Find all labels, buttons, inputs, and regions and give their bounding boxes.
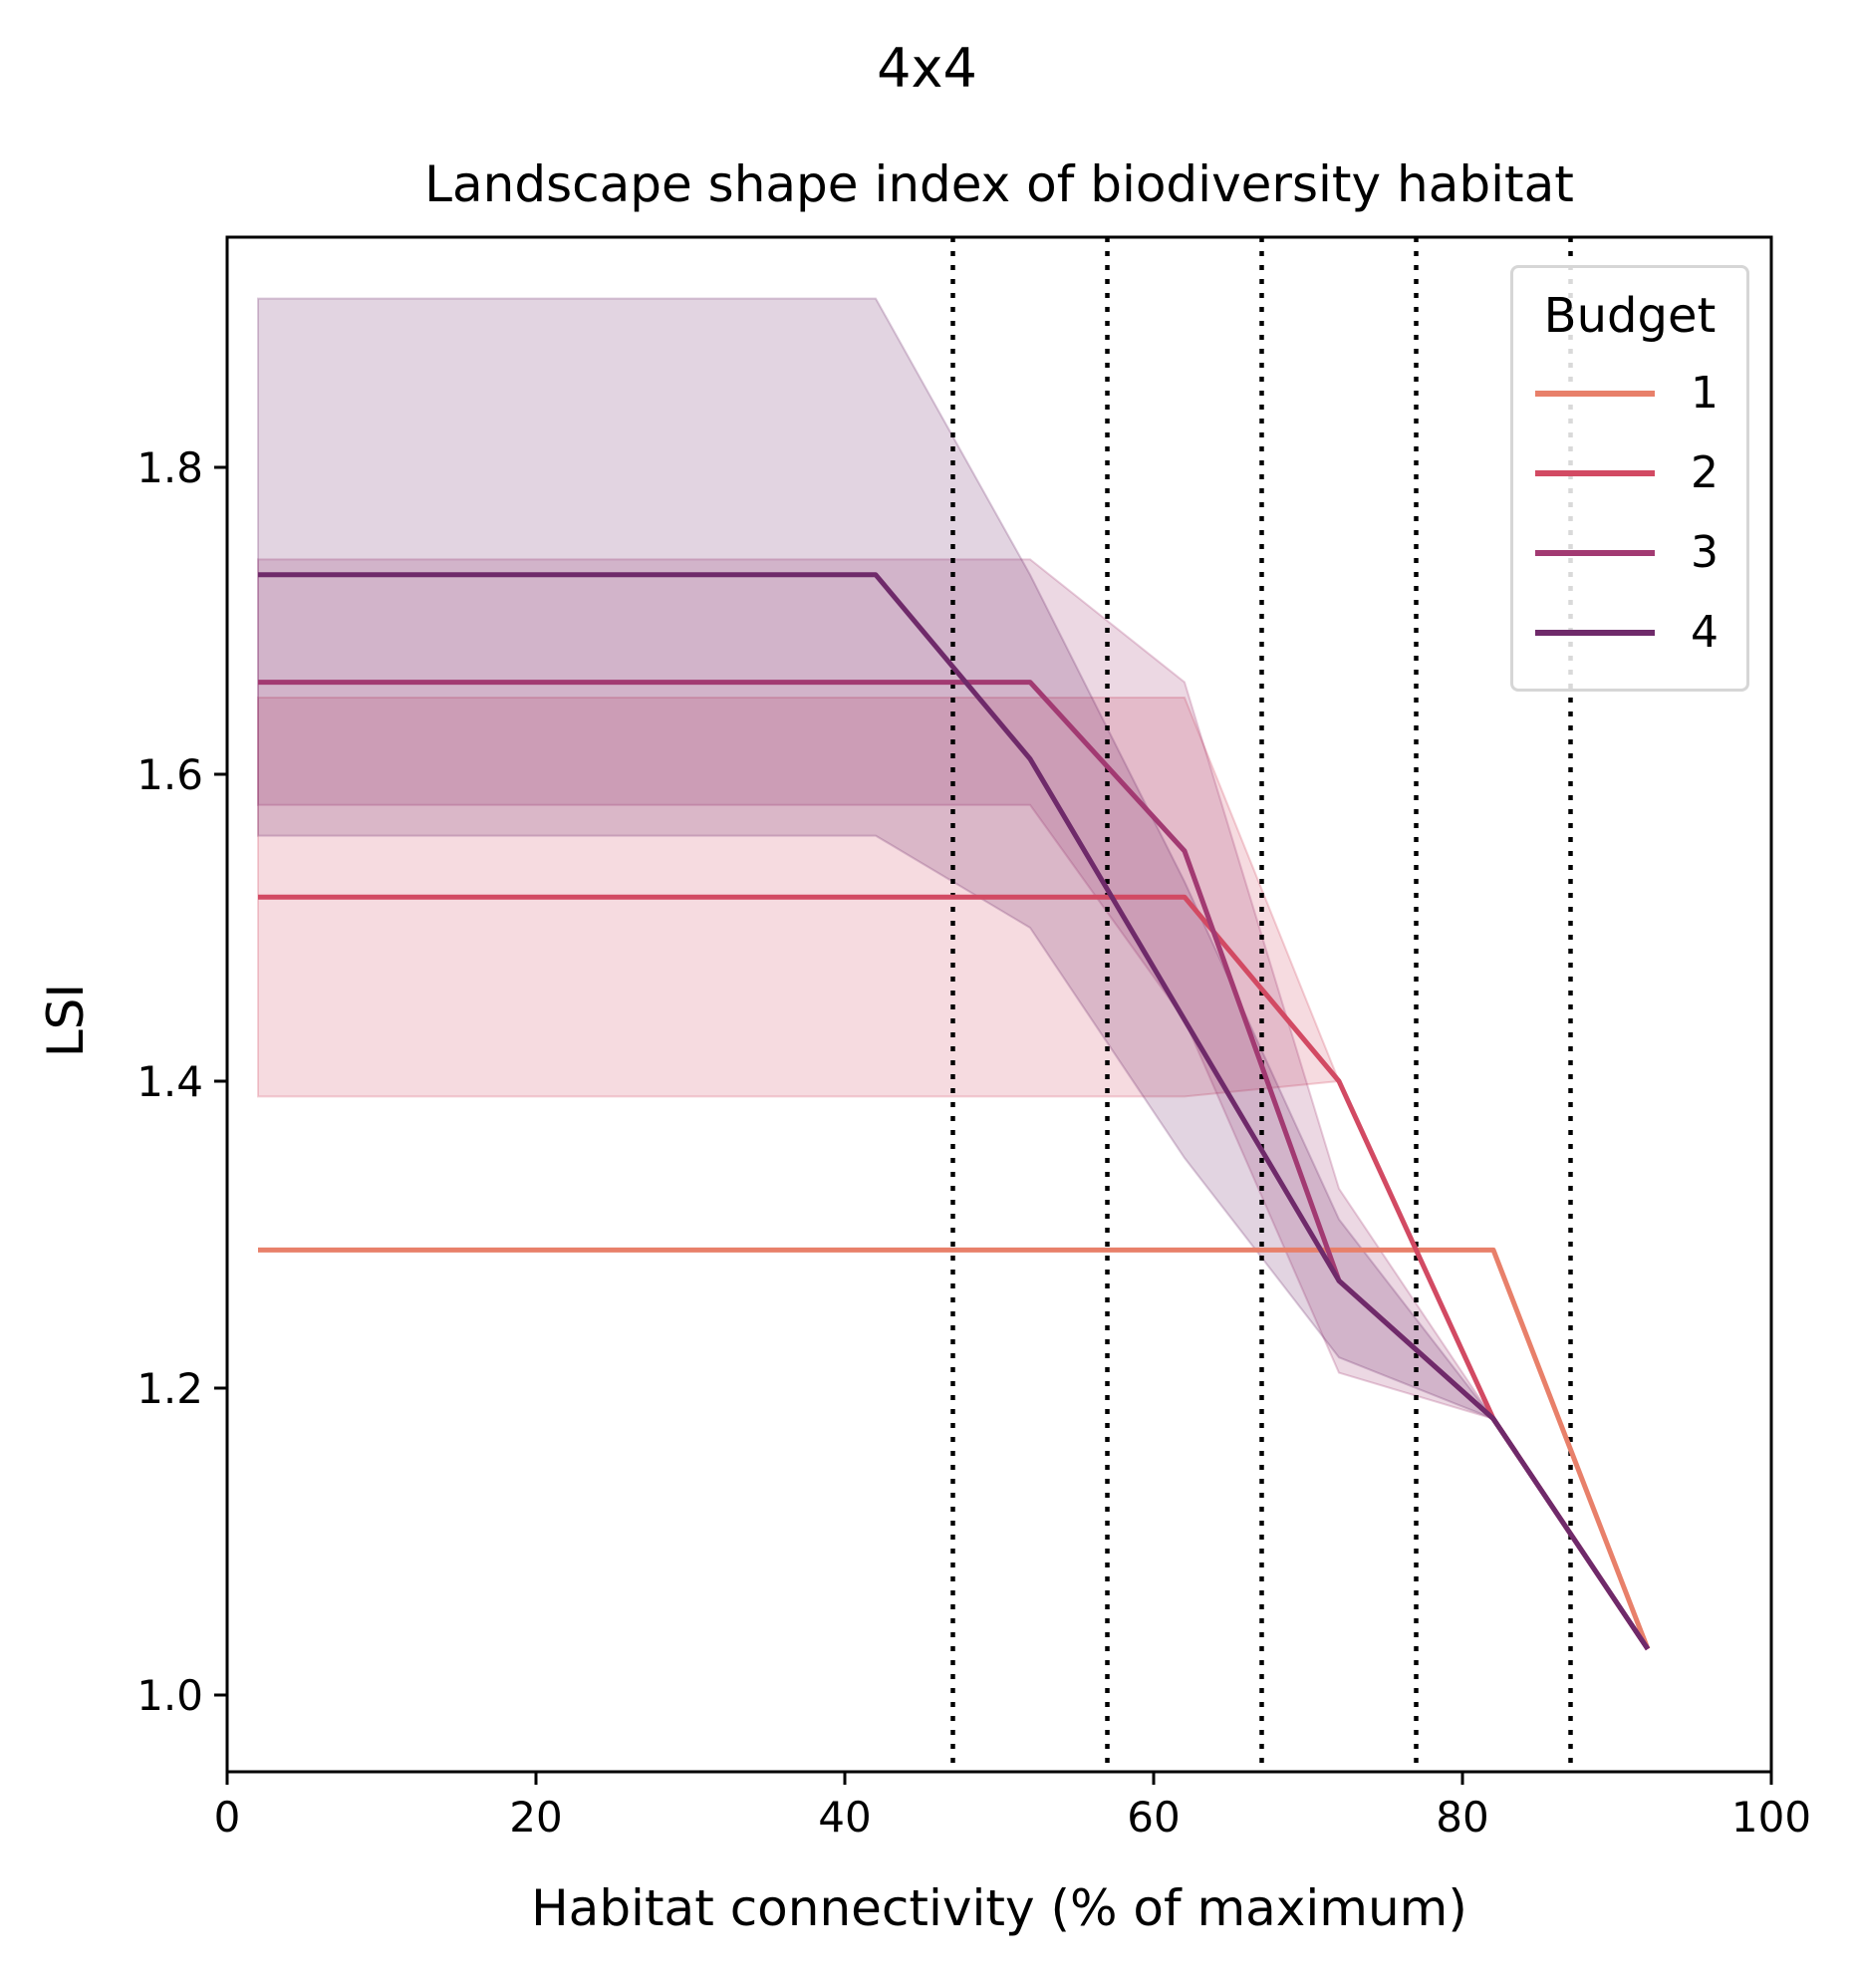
y-tick-label: 1.8 bbox=[136, 443, 203, 492]
series-1-line bbox=[258, 1247, 1651, 1650]
confidence-bands bbox=[257, 297, 1649, 1650]
series-4-line bbox=[258, 572, 1651, 1651]
legend-label-3: 3 bbox=[1691, 527, 1719, 578]
y-axis-label: LSI bbox=[37, 983, 95, 1058]
x-tick-label: 40 bbox=[818, 1793, 871, 1842]
legend-label-1: 1 bbox=[1691, 368, 1719, 419]
legend-swatch-3 bbox=[1535, 550, 1655, 556]
y-tick-label: 1.2 bbox=[136, 1364, 203, 1413]
y-axis-ticks: 1.0 1.2 1.4 1.6 1.8 bbox=[136, 443, 227, 1720]
x-tick-label: 20 bbox=[509, 1793, 562, 1842]
x-tick-label: 100 bbox=[1731, 1793, 1811, 1842]
legend-swatch-1 bbox=[1535, 391, 1655, 397]
chart-title: Landscape shape index of biodiversity ha… bbox=[424, 155, 1574, 213]
x-axis-label: Habitat connectivity (% of maximum) bbox=[531, 1879, 1467, 1937]
series-2-line bbox=[258, 894, 1651, 1651]
legend: Budget 1 2 3 4 bbox=[1510, 265, 1749, 692]
figure-suptitle: 4x4 bbox=[877, 37, 977, 100]
legend-item-2: 2 bbox=[1535, 443, 1734, 503]
legend-item-1: 1 bbox=[1535, 364, 1734, 424]
x-tick-label: 60 bbox=[1127, 1793, 1180, 1842]
x-tick-label: 80 bbox=[1436, 1793, 1488, 1842]
x-axis-ticks: 0 20 40 60 80 100 bbox=[214, 1772, 1811, 1842]
x-tick-label: 0 bbox=[214, 1793, 241, 1842]
y-tick-label: 1.0 bbox=[136, 1671, 203, 1720]
legend-title: Budget bbox=[1543, 288, 1717, 344]
legend-swatch-2 bbox=[1535, 470, 1655, 476]
legend-swatch-4 bbox=[1535, 630, 1655, 636]
y-tick-label: 1.6 bbox=[136, 750, 203, 799]
legend-item-4: 4 bbox=[1535, 603, 1734, 663]
series-lines bbox=[258, 572, 1651, 1651]
legend-item-3: 3 bbox=[1535, 523, 1734, 583]
y-tick-label: 1.4 bbox=[136, 1057, 203, 1106]
axes-frame bbox=[225, 235, 1773, 1774]
legend-label-2: 2 bbox=[1691, 447, 1719, 498]
legend-label-4: 4 bbox=[1691, 607, 1719, 658]
